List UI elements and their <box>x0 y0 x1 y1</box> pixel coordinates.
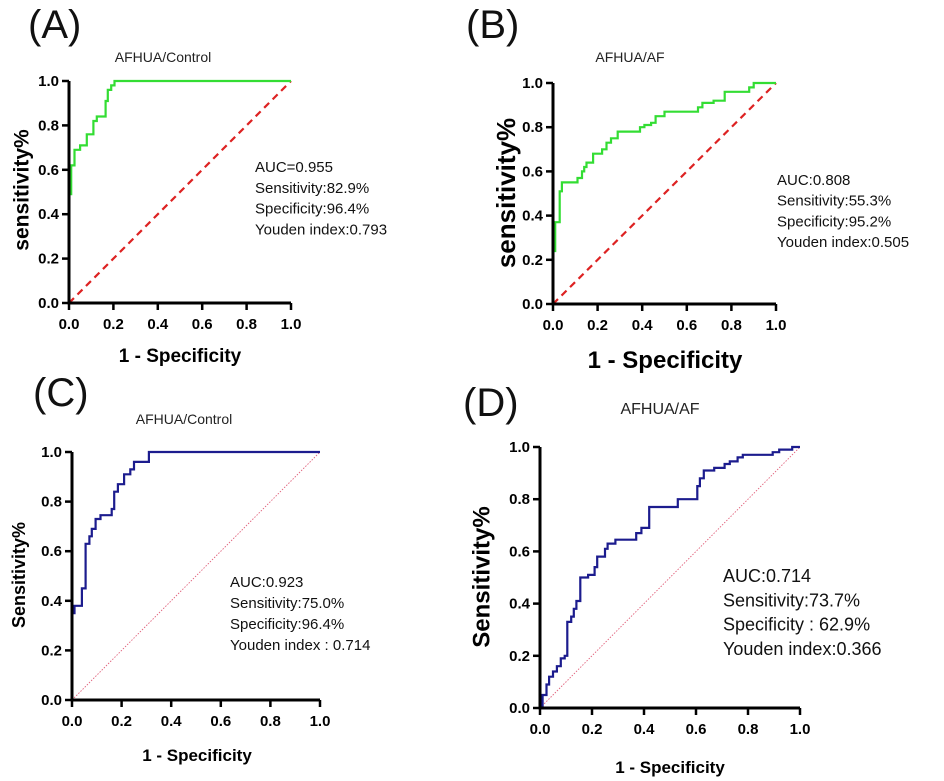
stat-annotation: Specificity:95.2% <box>777 213 891 230</box>
roc-panel-a: (A) AFHUA/Control 0.0 0.2 0.4 0.6 0.8 1.0 0.0 0.2… <box>11 3 388 367</box>
panel-label: (C) <box>33 371 89 415</box>
x-tick-label: 0.8 <box>236 316 257 333</box>
x-tick-label: 0.0 <box>59 316 80 333</box>
y-tick-label: 1.0 <box>522 75 543 92</box>
y-tick-label: 0.4 <box>509 596 531 613</box>
y-tick-label: 0.6 <box>522 163 543 180</box>
x-axis-label: 1 - Specificity <box>119 346 242 367</box>
y-tick-label: 0.4 <box>38 206 60 223</box>
y-tick-label: 1.0 <box>38 73 59 90</box>
x-tick-label: 0.0 <box>543 317 564 334</box>
y-axis-label: Sensitivity% <box>469 506 496 647</box>
x-tick-label: 0.6 <box>192 316 213 333</box>
x-tick-label: 0.8 <box>260 713 281 730</box>
stat-annotation: AUC:0.808 <box>777 172 850 189</box>
y-tick-label: 0.0 <box>522 296 543 313</box>
y-tick-label: 0.8 <box>38 117 59 134</box>
stat-annotation: AUC:0.923 <box>230 574 303 591</box>
x-tick-label: 0.2 <box>587 317 608 334</box>
x-axis-label: 1 - Specificity <box>588 347 743 374</box>
y-axis-label: sensitivity% <box>491 118 521 268</box>
x-tick-label: 0.2 <box>103 316 124 333</box>
y-tick-label: 0.0 <box>41 692 62 709</box>
stat-annotation: Sensitivity:73.7% <box>723 590 860 610</box>
stat-annotation: Youden index:0.505 <box>777 234 909 251</box>
stat-annotation: Youden index : 0.714 <box>230 637 370 654</box>
stat-annotation: Sensitivity:82.9% <box>255 180 369 197</box>
x-tick-label: 0.8 <box>738 721 759 738</box>
y-tick-label: 0.2 <box>41 642 62 659</box>
y-axis-label: Sensitivity% <box>9 522 29 628</box>
stat-annotation: AUC:0.714 <box>723 566 811 586</box>
y-tick-label: 0.2 <box>38 251 59 268</box>
stat-annotation: Specificity : 62.9% <box>723 615 870 635</box>
reference-diagonal <box>539 446 801 709</box>
stat-annotation: Sensitivity:75.0% <box>230 595 344 612</box>
x-tick-label: 0.0 <box>530 721 551 738</box>
x-tick-label: 1.0 <box>766 317 787 334</box>
stat-annotation: Sensitivity:55.3% <box>777 193 891 210</box>
y-tick-label: 0.4 <box>41 593 63 610</box>
roc-panel-b: (B) AFHUA/AF 0.0 0.2 0.4 0.6 0.8 1.0 0.0 0.2 0.4 0.… <box>466 3 909 374</box>
y-tick-label: 0.8 <box>509 491 530 508</box>
reference-diagonal <box>68 80 292 304</box>
x-tick-label: 1.0 <box>281 316 302 333</box>
chart-title: AFHUA/AF <box>620 401 699 418</box>
roc-curve <box>551 81 776 304</box>
x-tick-label: 0.6 <box>676 317 697 334</box>
y-tick-label: 0.0 <box>509 700 530 717</box>
y-tick-label: 0.2 <box>522 252 543 269</box>
x-tick-label: 0.2 <box>111 713 132 730</box>
stat-annotation: Youden index:0.793 <box>255 221 387 238</box>
reference-diagonal <box>71 451 321 701</box>
stat-annotation: AUC=0.955 <box>255 159 333 176</box>
chart-title: AFHUA/Control <box>115 49 211 65</box>
stat-annotation: Youden index:0.366 <box>723 639 881 659</box>
x-tick-label: 0.4 <box>147 316 169 333</box>
x-axis-label: 1 - Specificity <box>142 746 252 765</box>
y-tick-label: 0.0 <box>38 295 59 312</box>
chart-title: AFHUA/Control <box>136 411 232 427</box>
x-tick-label: 0.8 <box>721 317 742 334</box>
x-tick-label: 0.6 <box>210 713 231 730</box>
y-tick-label: 0.6 <box>38 162 59 179</box>
x-tick-label: 1.0 <box>790 721 811 738</box>
y-tick-label: 0.2 <box>509 648 530 665</box>
y-tick-label: 0.6 <box>509 543 530 560</box>
roc-curve <box>540 445 800 710</box>
panel-label: (D) <box>463 381 519 425</box>
roc-curve <box>70 450 320 700</box>
x-tick-label: 0.6 <box>686 721 707 738</box>
reference-diagonal <box>552 82 777 305</box>
stat-annotation: Specificity:96.4% <box>230 616 344 633</box>
roc-panel-d: (D) AFHUA/AF 0.0 0.2 0.4 0.6 0.8 1.0 0.0 0.2 0.4 0.… <box>463 381 881 777</box>
x-tick-label: 0.4 <box>632 317 654 334</box>
y-axis-label: sensitivity% <box>11 129 34 251</box>
roc-curve <box>67 79 291 303</box>
x-tick-label: 0.4 <box>161 713 183 730</box>
panel-label: (B) <box>466 3 519 47</box>
panel-label: (A) <box>28 3 81 47</box>
y-tick-label: 1.0 <box>509 439 530 456</box>
roc-panel-c: (C) AFHUA/Control 0.0 0.2 0.4 0.6 0.8 1.0 0.0 0.2… <box>9 371 370 765</box>
y-tick-label: 0.4 <box>522 208 544 225</box>
x-tick-label: 1.0 <box>310 713 331 730</box>
x-axis-label: 1 - Specificity <box>615 758 725 777</box>
x-tick-label: 0.2 <box>582 721 603 738</box>
x-tick-label: 0.4 <box>634 721 656 738</box>
stat-annotation: Specificity:96.4% <box>255 201 369 218</box>
y-tick-label: 0.6 <box>41 543 62 560</box>
y-tick-label: 0.8 <box>41 494 62 511</box>
x-tick-label: 0.0 <box>62 713 83 730</box>
chart-title: AFHUA/AF <box>595 49 664 65</box>
y-tick-label: 1.0 <box>41 444 62 461</box>
y-tick-label: 0.8 <box>522 119 543 136</box>
